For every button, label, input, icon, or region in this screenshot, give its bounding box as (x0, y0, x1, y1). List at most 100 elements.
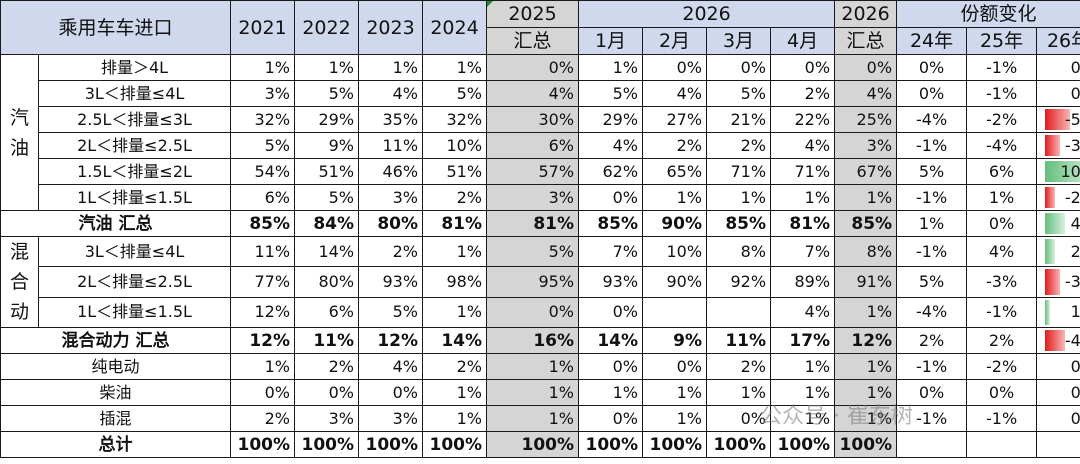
share-change-2026-cell: 4% (1036, 210, 1080, 237)
row-label: 1L＜排量≤1.5L (37, 184, 232, 211)
value-cell: 100% (230, 431, 296, 458)
value-cell: 1% (770, 405, 836, 432)
value-cell: 0% (706, 54, 772, 81)
watermark: 公众号 · 崔东树 (760, 404, 913, 429)
share-change-2026-cell: 2% (1036, 235, 1080, 268)
value-cell: 4% (770, 132, 836, 159)
value-cell: 1% (422, 296, 488, 329)
value-cell: 1% (230, 353, 296, 380)
value-cell: 100% (834, 431, 898, 458)
value-cell: 14% (578, 327, 644, 354)
value-cell: 2% (422, 353, 488, 380)
share-change-value: -4% (1064, 330, 1080, 350)
value-cell: 1% (422, 379, 488, 406)
value-cell: 11% (294, 327, 360, 354)
value-cell: 0% (834, 54, 898, 81)
share-col-header: 25年 (966, 27, 1038, 55)
value-cell: 100% (422, 431, 488, 458)
value-cell: 5% (294, 184, 360, 211)
share-change-value: 4% (1070, 213, 1080, 233)
value-cell: 80% (358, 210, 424, 237)
value-cell: 11% (230, 235, 296, 268)
share-change-cell: -1% (966, 80, 1038, 107)
month-header: 1月 (578, 27, 644, 55)
share-change-value: 0% (1070, 57, 1080, 77)
share-change-cell: 0% (896, 379, 968, 406)
value-cell: 1% (834, 296, 898, 329)
value-cell: 4% (486, 80, 580, 107)
table-row: 1.5L＜排量≤2L 54% 51% 46% 51% 57% 62% 65% 71% 71% 67%… (1, 158, 1080, 185)
row-label: 纯电动 (0, 353, 232, 380)
value-cell: 5% (422, 80, 488, 107)
share-change-cell: -4% (896, 296, 968, 329)
share-change-cell: -2% (966, 353, 1038, 380)
share-change-cell: 0% (966, 379, 1038, 406)
share-col-header: 24年 (896, 27, 968, 55)
share-change-cell: 2% (966, 327, 1038, 354)
value-cell: 0% (642, 353, 708, 380)
row-label: 排量＞4L (37, 54, 232, 81)
value-cell: 29% (294, 106, 360, 133)
value-cell: 100% (706, 431, 772, 458)
share-change-cell: 5% (896, 266, 968, 298)
share-bar (1045, 135, 1061, 156)
value-cell: 2% (706, 353, 772, 380)
table-row: 柴油0%0%0%1%1%1%1%1%1%1%0%0%0% (0, 379, 1080, 406)
value-cell: 1% (706, 379, 772, 406)
value-cell: 1% (706, 184, 772, 211)
value-cell: 80% (294, 266, 360, 298)
value-cell: 81% (486, 210, 580, 237)
value-cell: 57% (486, 158, 580, 185)
share-change-2026-cell: -3% (1036, 132, 1080, 159)
share-change-cell: 0% (896, 80, 968, 107)
value-cell: 0% (578, 405, 644, 432)
share-change-cell: -1% (966, 54, 1038, 81)
table-row: 汽油 汇总 85% 84% 80% 81% 81% 85% 90% 85% 81% 85% 1% 0% 4… (0, 210, 1080, 237)
share-change-value: 0% (1070, 408, 1080, 428)
value-cell: 4% (358, 80, 424, 107)
category-hybrid: 混合动 (0, 236, 39, 328)
share-change-2026-cell: -5% (1036, 106, 1080, 133)
value-cell: 21% (706, 106, 772, 133)
share-change-cell: 0% (966, 210, 1038, 237)
value-cell: 5% (358, 296, 424, 329)
value-cell: 8% (834, 235, 898, 268)
value-cell (642, 296, 708, 329)
row-label: 3L＜排量≤4L (37, 235, 232, 268)
value-cell: 1% (422, 235, 488, 268)
share-change-value: 0% (1070, 356, 1080, 376)
value-cell: 9% (294, 132, 360, 159)
value-cell: 35% (358, 106, 424, 133)
share-col-header: 26年 (1036, 27, 1080, 55)
value-cell: 0% (294, 379, 360, 406)
value-cell: 0% (578, 184, 644, 211)
share-change-value: 2% (1070, 241, 1080, 261)
value-cell: 1% (486, 353, 580, 380)
share-change-cell: -3% (966, 266, 1038, 298)
value-cell: 51% (294, 158, 360, 185)
value-cell: 14% (294, 235, 360, 268)
value-cell: 4% (358, 353, 424, 380)
share-change-cell: 1% (896, 210, 968, 237)
value-cell: 93% (578, 266, 644, 298)
value-cell: 100% (642, 431, 708, 458)
value-cell: 1% (770, 184, 836, 211)
value-cell: 2% (422, 184, 488, 211)
value-cell: 100% (486, 431, 580, 458)
summary-2025-header: 汇总 (486, 27, 580, 55)
value-cell: 1% (578, 379, 644, 406)
share-change-cell: -2% (966, 106, 1038, 133)
category-gasoline: 汽油 (0, 54, 39, 211)
value-cell: 84% (294, 210, 360, 237)
value-cell: 2% (230, 405, 296, 432)
value-cell: 9% (642, 327, 708, 354)
value-cell: 100% (578, 431, 644, 458)
share-change-2026-cell: -2% (1036, 184, 1080, 211)
share-change-2026-cell: -3% (1036, 266, 1080, 298)
share-bar (1045, 299, 1051, 325)
share-change-value: -3% (1064, 135, 1080, 155)
value-cell: 1% (578, 54, 644, 81)
value-cell: 1% (834, 379, 898, 406)
value-cell: 1% (486, 379, 580, 406)
